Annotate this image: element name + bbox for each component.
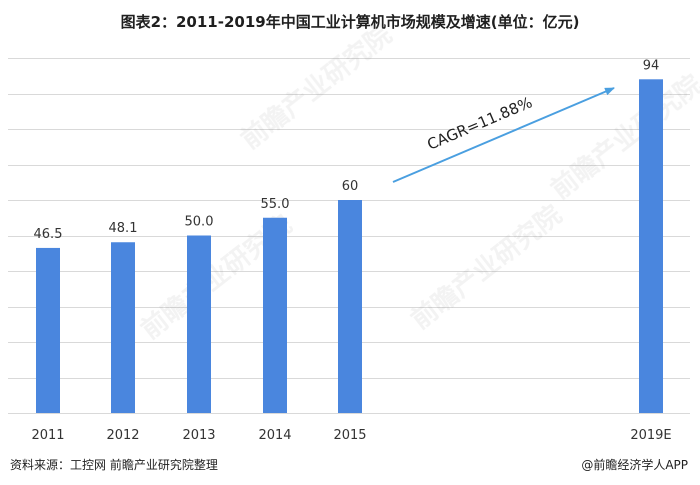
x-tick-label: 2015 xyxy=(333,428,366,443)
source-note: 资料来源：工控网 前瞻产业研究院整理 xyxy=(10,458,218,472)
data-label: 60 xyxy=(342,179,359,194)
bar xyxy=(36,247,60,413)
watermark-text: 前瞻产业研究院 xyxy=(405,199,568,335)
cagr-arrow xyxy=(392,87,615,183)
bar xyxy=(187,235,211,413)
watermark-text: 前瞻产业研究院 xyxy=(235,19,398,155)
bar xyxy=(639,79,663,414)
x-tick-label: 2019E xyxy=(630,428,671,443)
chart-title: 图表2：2011-2019年中国工业计算机市场规模及增速(单位：亿元) xyxy=(120,13,580,31)
data-label: 94 xyxy=(643,58,660,73)
bars xyxy=(36,79,663,414)
bar xyxy=(111,242,135,413)
x-tick-label: 2012 xyxy=(106,428,139,443)
data-label: 48.1 xyxy=(109,221,138,236)
data-label: 46.5 xyxy=(34,227,63,242)
data-label: 50.0 xyxy=(185,215,214,230)
value-labels: 46.5 48.1 50.0 55.0 60 94 xyxy=(34,58,660,242)
watermark-text: 前瞻产业研究院 xyxy=(545,69,700,205)
x-tick-label: 2014 xyxy=(258,428,291,443)
x-tick-label: 2011 xyxy=(31,428,64,443)
credit-note: @前瞻经济学人APP xyxy=(581,458,688,472)
data-label: 55.0 xyxy=(261,197,290,212)
watermark: 前瞻产业研究院 前瞻产业研究院 前瞻产业研究院 前瞻产业研究院 xyxy=(135,19,700,345)
x-tick-labels: 2011 2012 2013 2014 2015 2019E xyxy=(31,428,671,443)
x-tick-label: 2013 xyxy=(182,428,215,443)
bar xyxy=(338,200,362,413)
bar xyxy=(263,217,287,413)
